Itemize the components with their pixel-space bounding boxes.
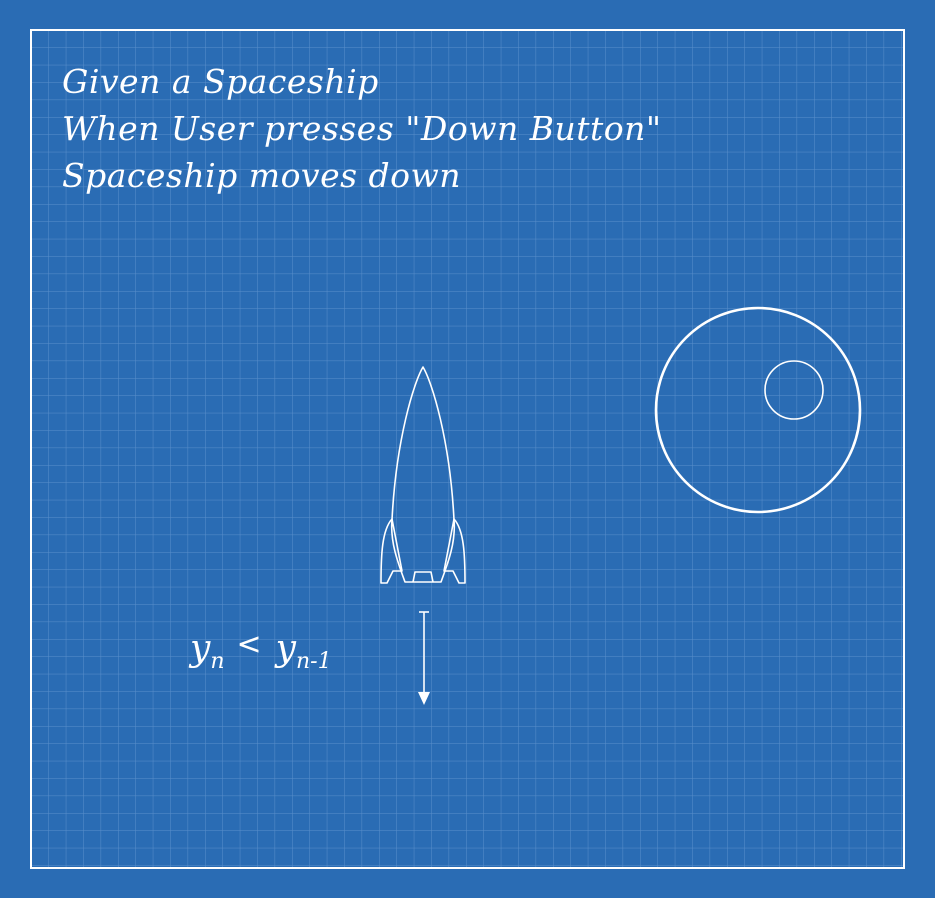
story-line-when: When User presses "Down Button" bbox=[62, 109, 662, 148]
down-arrow-icon bbox=[418, 611, 430, 705]
user-story-text: Given a Spaceship When User presses "Dow… bbox=[62, 58, 662, 199]
planet-body bbox=[654, 306, 862, 514]
formula-rhs-variable: y bbox=[275, 628, 296, 669]
story-line-then: Spaceship moves down bbox=[62, 156, 462, 195]
planet-icon bbox=[654, 306, 862, 514]
rocket-icon bbox=[380, 366, 466, 584]
position-formula: yn < yn-1 bbox=[190, 627, 332, 674]
formula-lhs-subscript: n bbox=[210, 649, 225, 674]
planet-crater bbox=[764, 360, 824, 420]
story-line-given: Given a Spaceship bbox=[62, 62, 379, 101]
formula-lhs-variable: y bbox=[190, 628, 211, 669]
formula-rhs-subscript: n-1 bbox=[296, 649, 332, 674]
blueprint-frame bbox=[30, 29, 905, 869]
grid-background bbox=[31, 30, 904, 868]
formula-operator: < bbox=[236, 627, 262, 662]
